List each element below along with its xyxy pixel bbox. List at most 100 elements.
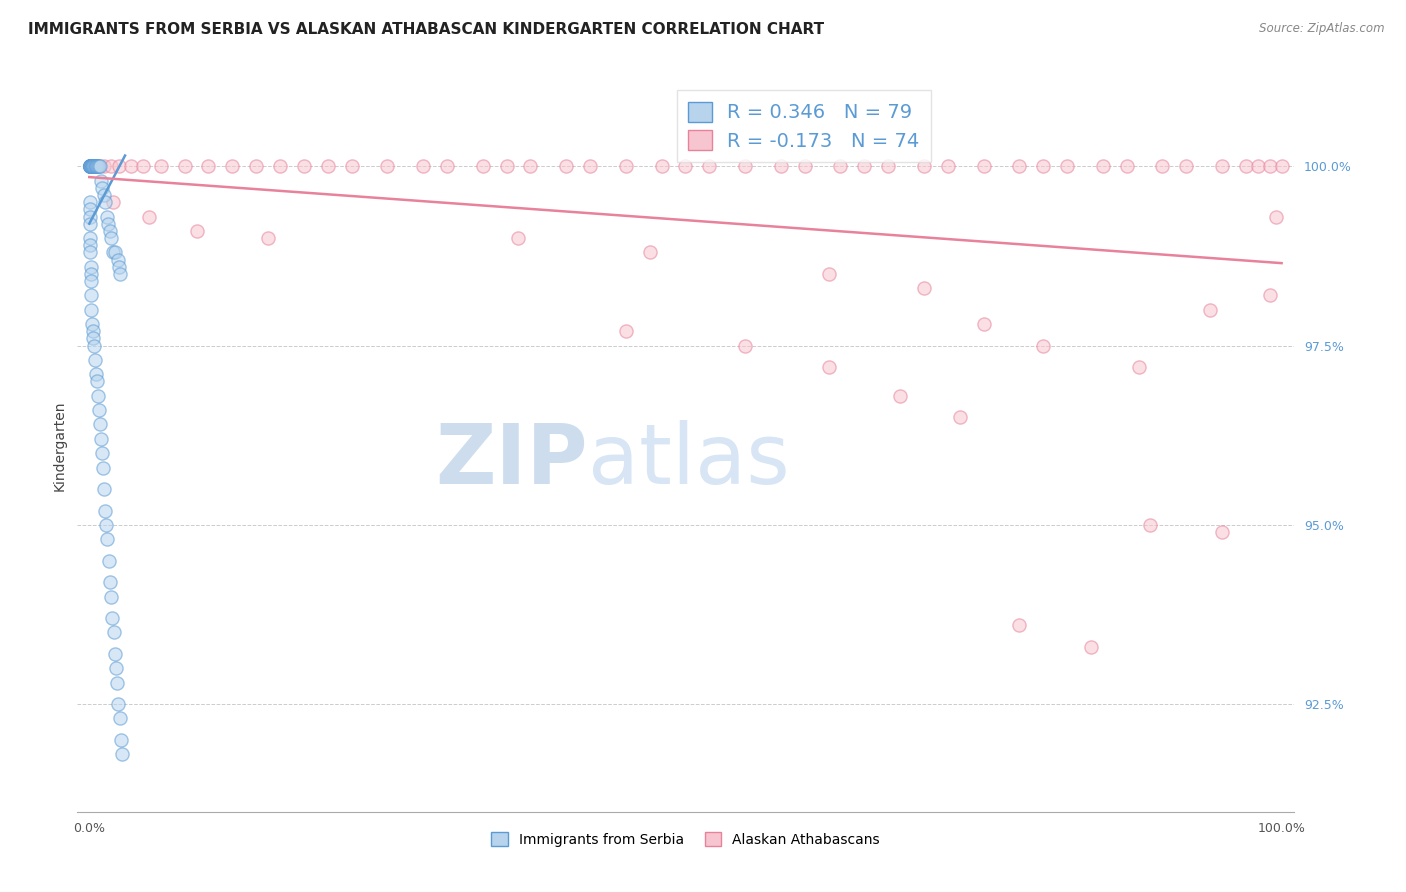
Point [105,661,128,675]
Point [100,231,122,245]
Point [877,159,900,173]
Point [1199,302,1222,317]
Point [82,159,104,173]
Point [79,195,101,210]
Point [889,389,911,403]
Point [96,517,118,532]
Point [80,159,103,173]
Point [79,159,101,173]
Point [84,368,107,382]
Point [138,210,160,224]
Point [84,159,107,173]
Point [91,460,114,475]
Point [79,159,101,173]
Point [614,324,637,338]
Point [1128,360,1150,375]
Point [90,432,112,446]
Point [79,159,101,173]
Point [101,611,124,625]
Text: IMMIGRANTS FROM SERBIA VS ALASKAN ATHABASCAN KINDERGARTEN CORRELATION CHART: IMMIGRANTS FROM SERBIA VS ALASKAN ATHABA… [28,22,824,37]
Point [769,159,792,173]
Point [80,317,103,331]
Point [508,231,530,245]
Point [1271,159,1294,173]
Point [830,159,852,173]
Point [1175,159,1198,173]
Point [96,210,118,224]
Point [86,159,108,173]
Point [1247,159,1270,173]
Point [817,360,839,375]
Point [105,675,128,690]
Point [495,159,517,173]
Point [79,231,101,245]
Point [412,159,434,173]
Point [436,159,458,173]
Point [793,159,815,173]
Point [103,625,125,640]
Point [1032,159,1054,173]
Point [108,159,131,173]
Point [132,159,155,173]
Point [83,159,105,173]
Point [90,174,112,188]
Text: ZIP: ZIP [436,420,588,501]
Point [82,159,104,173]
Point [269,159,291,173]
Point [651,159,673,173]
Point [912,159,935,173]
Point [79,274,101,288]
Point [1032,338,1054,352]
Point [108,711,131,725]
Point [79,159,101,173]
Point [1115,159,1137,173]
Point [87,159,110,173]
Point [186,224,208,238]
Point [1080,640,1102,654]
Point [79,159,101,173]
Point [80,159,103,173]
Point [734,159,756,173]
Legend: Immigrants from Serbia, Alaskan Athabascans: Immigrants from Serbia, Alaskan Athabasc… [485,826,886,853]
Point [80,159,103,173]
Point [111,747,134,762]
Point [107,252,129,267]
Point [86,159,108,173]
Point [949,410,972,425]
Point [1091,159,1114,173]
Point [94,195,117,210]
Point [108,260,131,274]
Point [93,482,115,496]
Point [257,231,280,245]
Point [120,159,142,173]
Point [83,338,105,352]
Point [675,159,697,173]
Point [1264,210,1286,224]
Point [1008,618,1031,632]
Point [101,195,124,210]
Point [98,575,121,590]
Point [100,590,122,604]
Point [1258,288,1281,302]
Point [1139,517,1161,532]
Point [110,733,132,747]
Point [93,188,115,202]
Point [973,317,995,331]
Point [936,159,959,173]
Point [1008,159,1031,173]
Point [817,267,839,281]
Point [82,159,104,173]
Point [86,159,108,173]
Point [83,353,105,368]
Point [697,159,720,173]
Point [79,159,101,173]
Point [734,338,756,352]
Point [1258,159,1281,173]
Point [79,260,101,274]
Point [82,324,104,338]
Point [79,238,101,252]
Point [1211,159,1233,173]
Point [80,288,103,302]
Point [79,159,101,173]
Point [93,159,115,173]
